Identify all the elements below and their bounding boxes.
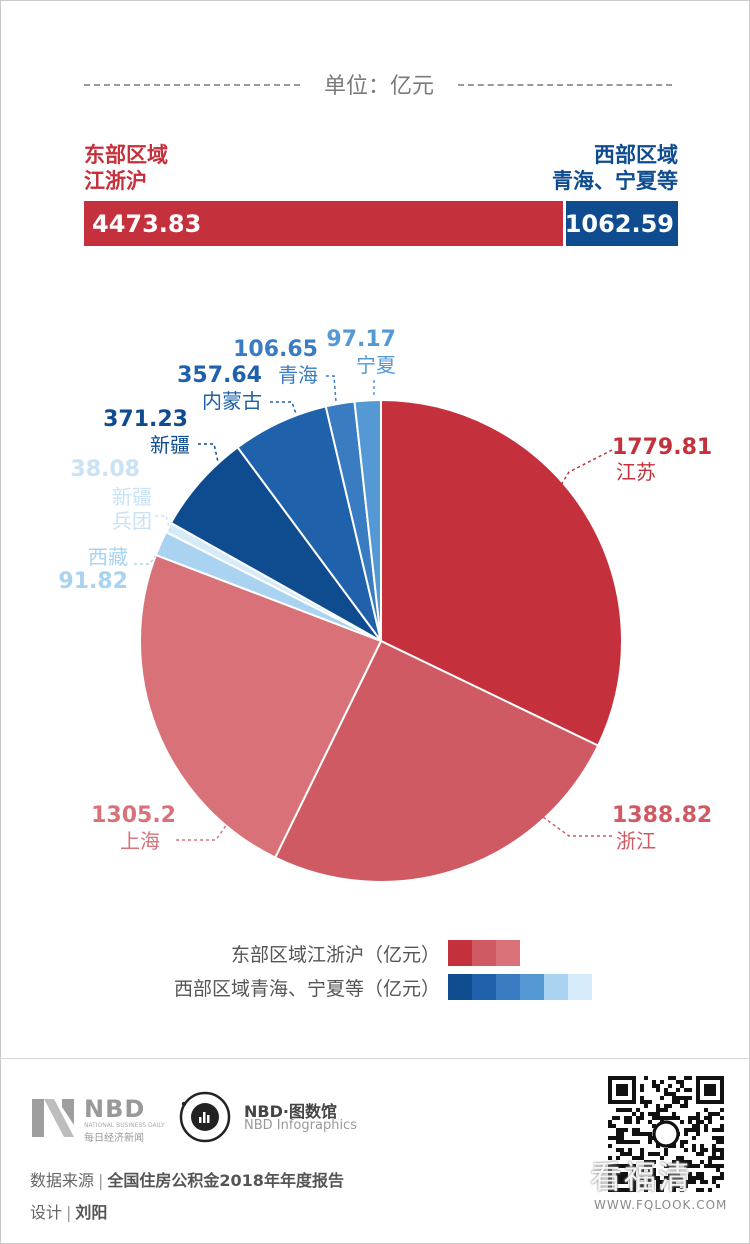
slice-value-label: 357.64 (177, 363, 262, 388)
slice-name-label: 内蒙古 (202, 389, 262, 413)
legend-swatch (496, 974, 520, 1000)
legend-swatch (496, 940, 520, 966)
slice-value-label: 1388.82 (612, 803, 712, 828)
source-separator: | (98, 1171, 104, 1190)
slice-name-label: 兵团 (112, 509, 152, 533)
nbd-chinese-name: 每日经济新闻 (84, 1133, 144, 1144)
legend-east-label: 东部区域江浙沪（亿元） (230, 944, 440, 966)
slice-name-label: 上海 (120, 829, 160, 853)
slice-value-label: 91.82 (58, 569, 128, 594)
nbd-subtitle: NATIONAL BUSINESS DAILY (84, 1122, 165, 1129)
footer-divider (0, 1058, 750, 1059)
source-label: 数据来源 (30, 1171, 95, 1190)
legend-swatch (448, 974, 472, 1000)
bar-value-west: 1062.59 (564, 210, 674, 238)
design-value: 刘阳 (75, 1203, 108, 1222)
bar-segment-east (84, 201, 564, 246)
slice-name-label: 西藏 (88, 545, 128, 569)
slice-value-label: 97.17 (326, 327, 396, 352)
slice-name-label: 新疆 (112, 485, 152, 509)
nbd-wordmark: NBD (84, 1095, 146, 1123)
bar-value-east: 4473.83 (92, 210, 202, 238)
bar-segment-west (564, 201, 678, 246)
slice-name-label: 浙江 (616, 829, 656, 853)
pie-slice-2 (273, 639, 600, 883)
unit-header: 单位：亿元 (0, 66, 750, 102)
watermark-url: WWW.FQLOOK.COM (594, 1198, 728, 1212)
unit-divider-right (458, 84, 672, 86)
east-region-line1: 东部区域 (84, 143, 168, 167)
legend-swatch (568, 974, 592, 1000)
design-separator: | (66, 1203, 72, 1222)
slice-value-label: 106.65 (233, 337, 318, 362)
legend-swatch (544, 974, 568, 1000)
slice-name-label: 新疆 (150, 433, 190, 457)
design-line: 设计 | 刘阳 (30, 1199, 107, 1223)
nbd-infographics-logo: NBD·图数馆 NBD Infographics (178, 1090, 378, 1146)
infographics-subtitle: NBD Infographics (244, 1118, 357, 1133)
pie-slice-3 (139, 553, 383, 859)
legend-swatch (472, 974, 496, 1000)
slice-name-label: 江苏 (616, 460, 656, 484)
nbd-logo-icon (32, 1099, 74, 1137)
unit-label: 单位：亿元 (323, 74, 434, 99)
slice-name-label: 宁夏 (356, 353, 396, 377)
leader-line-5 (155, 515, 171, 531)
legend-swatch (448, 940, 472, 966)
leader-line-3 (176, 807, 239, 841)
pie-slice-9 (353, 398, 382, 642)
region-total-bar: 4473.83 1062.59 (84, 201, 678, 246)
legend-swatch (520, 974, 544, 1000)
slice-value-label: 1305.2 (91, 803, 176, 828)
slice-name-label: 青海 (278, 363, 318, 387)
design-label: 设计 (30, 1203, 63, 1222)
west-region-line1: 西部区域 (594, 143, 678, 167)
leader-line-4 (134, 555, 156, 565)
pie-slice-1 (380, 398, 623, 747)
leader-line-6 (198, 443, 219, 463)
west-region-line2: 青海、宁夏等 (552, 169, 678, 193)
legend-east: 东部区域江浙沪（亿元） (0, 940, 750, 966)
slice-value-label: 38.08 (70, 457, 140, 482)
slice-value-label: 371.23 (103, 407, 188, 432)
watermark-text: 看福清 (590, 1158, 693, 1196)
nbd-logo: NBD NATIONAL BUSINESS DAILY 每日经济新闻 (30, 1095, 165, 1144)
source-line: 数据来源 | 全国住房公积金2018年年度报告 (30, 1167, 344, 1191)
bar-divider (563, 201, 566, 246)
leader-line-7 (270, 401, 297, 415)
infographics-logo-icon (179, 1091, 231, 1143)
west-region-label: 西部区域 青海、宁夏等 (552, 142, 678, 194)
source-value: 全国住房公积金2018年年度报告 (107, 1171, 344, 1190)
leader-line-2 (527, 805, 612, 837)
legend-swatch (472, 940, 496, 966)
leader-line-8 (326, 375, 337, 403)
leader-line-1 (547, 449, 613, 507)
east-region-label: 东部区域 江浙沪 (84, 142, 168, 194)
qr-code (608, 1076, 724, 1192)
infographics-wordmark: NBD·图数馆 (244, 1102, 337, 1121)
east-region-line2: 江浙沪 (84, 169, 147, 193)
legend-west-label: 西部区域青海、宁夏等（亿元） (173, 978, 440, 1000)
slice-value-label: 1779.81 (612, 435, 712, 460)
legend-west: 西部区域青海、宁夏等（亿元） (0, 974, 750, 1000)
unit-divider-left (84, 84, 300, 86)
